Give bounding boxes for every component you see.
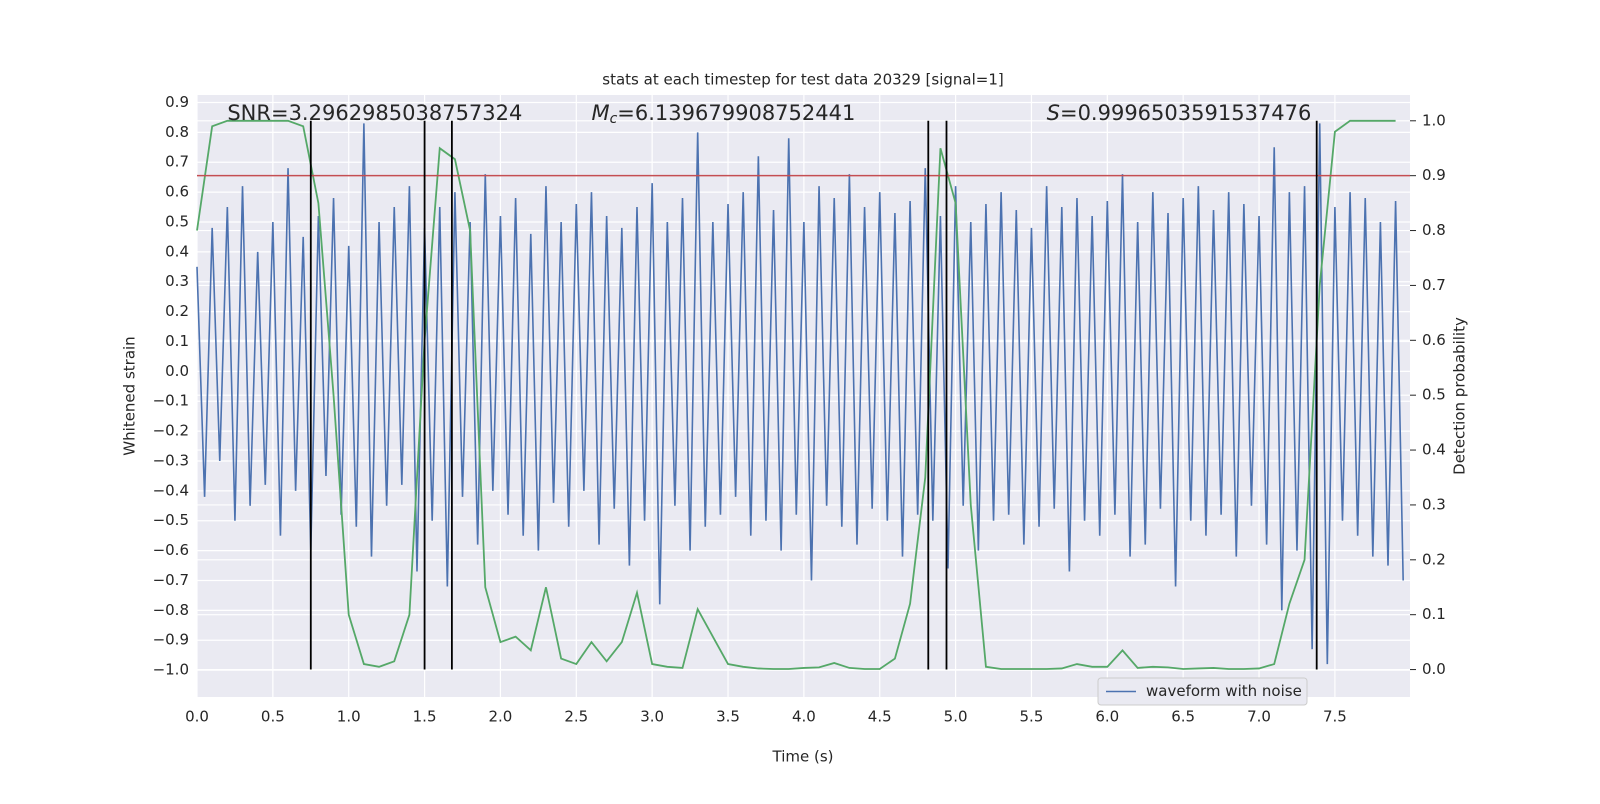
y-tick-label: −0.9	[153, 631, 189, 649]
y2-axis-label: Detection probability	[1451, 317, 1469, 475]
series-line	[196, 119, 1396, 670]
y-tick-label: 0.6	[165, 183, 189, 201]
x-tick-label: 6.0	[1095, 708, 1119, 726]
x-tick-label: 7.5	[1323, 708, 1347, 726]
x-tick-label: 4.0	[792, 708, 816, 726]
y-tick-label: 0.7	[165, 153, 189, 171]
y2-tick-label: 0.6	[1422, 331, 1446, 349]
y-tick-label: 0.0	[165, 362, 189, 380]
y-tick-label: 0.1	[165, 332, 189, 350]
x-tick-label: 1.0	[337, 708, 361, 726]
y2-tick-label: 1.0	[1422, 111, 1446, 129]
x-axis-label: Time (s)	[772, 748, 834, 766]
y2-tick-label: 0.2	[1422, 550, 1446, 568]
annotation: S=0.9996503591537476	[1047, 101, 1312, 125]
annotation-symbol: S	[1047, 101, 1060, 125]
y-tick-label: −0.4	[153, 481, 189, 499]
y2-tick-label: 0.7	[1422, 276, 1446, 294]
legend-label: waveform with noise	[1146, 682, 1302, 700]
x-tick-label: 6.5	[1171, 708, 1195, 726]
y2-tick-label: 0.0	[1422, 660, 1446, 678]
x-tick-label: 5.0	[944, 708, 968, 726]
x-tick-label: 7.0	[1247, 708, 1271, 726]
y2-tick-label: 0.3	[1422, 495, 1446, 513]
y-tick-label: −0.6	[153, 541, 189, 559]
annotation-symbol: M	[591, 101, 609, 125]
legend-box	[1097, 677, 1308, 706]
series-line	[196, 123, 1404, 665]
y-tick-label: 0.8	[165, 123, 189, 141]
y2-tick-label: 0.8	[1422, 221, 1446, 239]
annotation-text: =6.139679908752441	[617, 101, 855, 125]
y-tick-label: −0.8	[153, 601, 189, 619]
chart-title: stats at each timestep for test data 203…	[602, 71, 1003, 89]
x-tick-label: 4.5	[868, 708, 892, 726]
y-tick-label: 0.5	[165, 212, 189, 230]
labels: 0.0 0.5 1.0 1.5 2.0 2.5 3.0 3.5 4.0 4.5 5.0 5.5 6.0 6…	[153, 93, 1446, 726]
y-tick-label: −0.2	[153, 422, 189, 440]
y-tick-label: 0.3	[165, 272, 189, 290]
y2-tick-label: 0.9	[1422, 166, 1446, 184]
annotation: Mc=6.139679908752441	[591, 101, 855, 127]
y-tick-label: 0.4	[165, 242, 189, 260]
x-tick-label: 0.0	[185, 708, 209, 726]
y-tick-label: 0.9	[165, 93, 189, 111]
x-tick-label: 5.5	[1020, 708, 1044, 726]
y-tick-label: −1.0	[153, 661, 189, 679]
x-tick-label: 2.0	[489, 708, 513, 726]
marks	[196, 119, 1410, 670]
y2-tick-label: 0.1	[1422, 605, 1446, 623]
y2-tick-label: 0.4	[1422, 441, 1446, 459]
y2-tick-label: 0.5	[1422, 386, 1446, 404]
y-tick-label: −0.7	[153, 571, 189, 589]
annotation-text: =0.9996503591537476	[1060, 101, 1311, 125]
y-axis-label: Whitened strain	[121, 336, 139, 455]
x-tick-label: 1.5	[413, 708, 437, 726]
x-tick-label: 0.5	[261, 708, 285, 726]
y-tick-label: 0.2	[165, 302, 189, 320]
x-tick-label: 3.0	[640, 708, 664, 726]
grid	[196, 95, 1410, 697]
y-tick-label: −0.1	[153, 392, 189, 410]
x-tick-label: 2.5	[564, 708, 588, 726]
annotation-subscript: c	[610, 111, 618, 127]
x-tick-label: 3.5	[716, 708, 740, 726]
y-tick-label: −0.5	[153, 511, 189, 529]
y-tick-label: −0.3	[153, 451, 189, 469]
annotation: SNR=3.2962985038757324	[227, 101, 522, 125]
annotation-text: SNR=3.2962985038757324	[227, 101, 522, 125]
